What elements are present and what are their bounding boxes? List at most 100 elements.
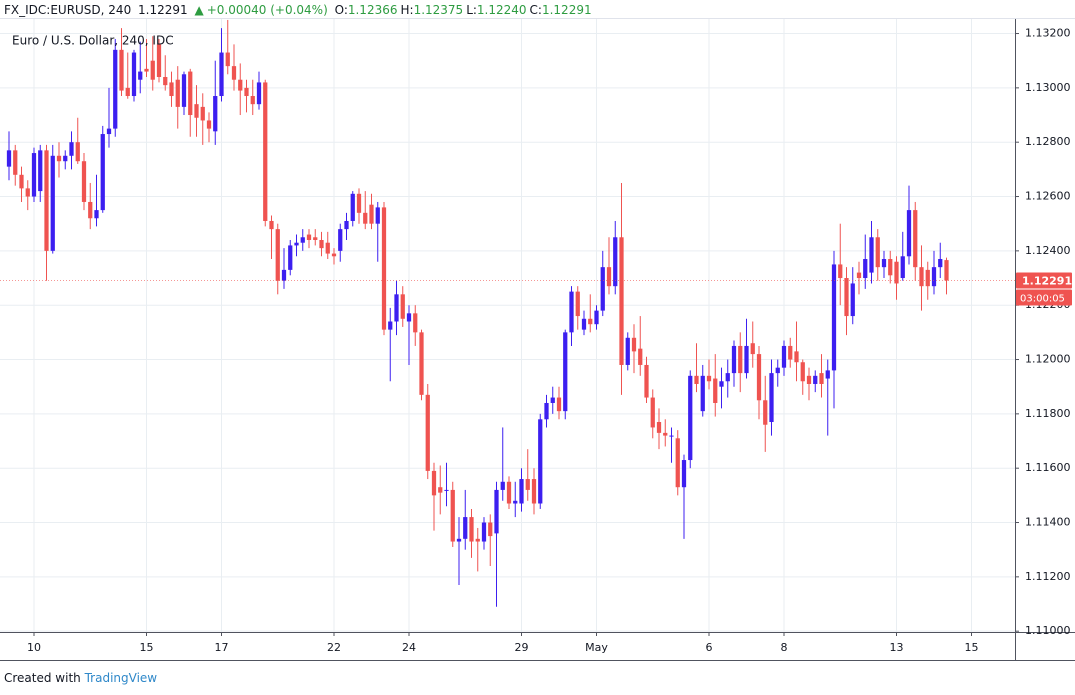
candle-body	[444, 489, 449, 491]
candle-body	[813, 375, 818, 384]
candle-body	[469, 517, 474, 542]
candle-body	[531, 479, 537, 504]
candle-body	[556, 397, 562, 412]
candle-body	[256, 82, 262, 105]
x-tick-label: 29	[515, 641, 529, 654]
candle-body	[175, 79, 180, 107]
candle-body	[750, 343, 755, 355]
last-price-box	[1016, 272, 1072, 289]
candles	[6, 19, 949, 607]
candle-body	[300, 237, 305, 243]
candle-body	[506, 481, 512, 504]
candle-body	[656, 422, 662, 433]
candle-body	[569, 291, 574, 333]
candle-body	[69, 142, 74, 156]
candle-body	[225, 52, 230, 67]
candle-body	[100, 134, 105, 211]
candle-body	[513, 500, 518, 504]
candle-body	[200, 106, 205, 121]
up-arrow: ▲	[194, 3, 204, 17]
candle-body	[331, 253, 337, 257]
candle-body	[481, 522, 487, 542]
candle-body	[538, 419, 543, 504]
y-tick-label: 1.11000	[1025, 624, 1071, 637]
candle-body	[663, 432, 668, 436]
y-tick-label: 1.11400	[1025, 516, 1071, 529]
candle-body	[269, 220, 274, 230]
candle-body	[500, 481, 505, 490]
ohlc-value: 1.12291	[541, 3, 592, 17]
ohlc-label: C:	[529, 3, 542, 17]
candle-body	[463, 517, 468, 539]
candle-body	[494, 489, 499, 534]
candle-body	[769, 373, 774, 423]
candle-body	[13, 150, 18, 175]
x-tick-label: 10	[27, 641, 41, 654]
candle-body	[488, 522, 493, 537]
candle-body	[881, 259, 887, 268]
candle-body	[563, 332, 568, 412]
candle-body	[850, 283, 855, 317]
candle-body	[875, 237, 880, 268]
candle-body	[313, 237, 318, 240]
candle-body	[525, 479, 530, 490]
candle-body	[206, 120, 212, 129]
candle-body	[638, 348, 643, 365]
candle-body	[763, 400, 768, 425]
brand[interactable]: TradingView	[84, 671, 158, 685]
candle-body	[644, 364, 649, 398]
candle-body	[619, 237, 624, 365]
candle-body	[381, 207, 387, 330]
candle-body	[856, 272, 862, 279]
candle-body	[888, 259, 893, 276]
candle-body	[394, 294, 399, 322]
candle-body	[188, 71, 193, 116]
candle-body	[325, 242, 330, 254]
candle-body	[550, 397, 555, 403]
footer[interactable]: Created with TradingView	[4, 671, 157, 685]
ohlc-value: 1.12240	[476, 3, 527, 17]
candle-body	[675, 438, 680, 488]
candle-body	[706, 375, 712, 382]
candle-body	[581, 318, 587, 330]
candle-body	[319, 239, 324, 249]
candle-body	[375, 207, 380, 224]
chart-title: Euro / U.S. Dollar, 240, IDC	[12, 34, 174, 48]
axes: 1.13200 1.13000 1.12800 1.12600 1.12400 1.122…	[0, 27, 1072, 654]
candle-body	[369, 204, 374, 224]
candle-body	[713, 378, 718, 403]
candle-body	[250, 96, 255, 105]
candle-body	[306, 234, 312, 240]
candle-body	[106, 128, 112, 135]
candle-body	[731, 345, 737, 374]
candle-body	[244, 87, 249, 97]
candle-body	[431, 470, 437, 496]
candle-body	[625, 337, 630, 365]
y-tick-label: 1.11800	[1025, 407, 1071, 420]
candle-body	[131, 52, 137, 97]
candle-body	[913, 210, 918, 268]
candle-body	[863, 259, 868, 279]
ohlc-label: O:	[334, 3, 348, 17]
last-price-label: 1.12291	[1022, 274, 1072, 287]
symbol: FX_IDC:EURUSD, 240	[4, 3, 132, 17]
candle-body	[238, 79, 243, 91]
candle-body	[81, 161, 87, 202]
candle-body	[275, 229, 280, 281]
candle-body	[906, 210, 912, 257]
y-tick-label: 1.12600	[1025, 190, 1071, 203]
x-tick-label: 22	[327, 641, 341, 654]
x-tick-label: 6	[706, 641, 713, 654]
x-tick-label: 24	[402, 641, 416, 654]
candle-body	[44, 150, 49, 251]
y-tick-label: 1.11600	[1025, 461, 1071, 474]
candle-body	[356, 193, 362, 213]
candle-body	[938, 259, 943, 268]
candle-body	[688, 375, 693, 461]
candle-body	[113, 49, 118, 129]
candle-body	[194, 104, 199, 118]
x-tick-label: 8	[781, 641, 788, 654]
candle-body	[575, 291, 580, 317]
